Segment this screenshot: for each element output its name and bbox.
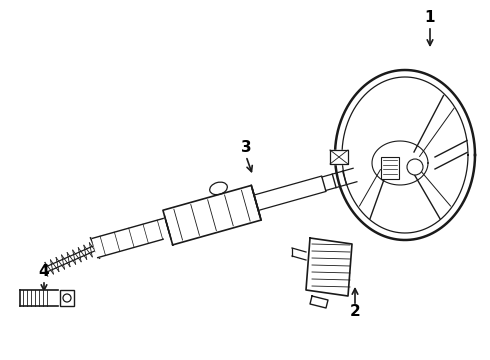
Circle shape [407, 159, 423, 175]
Polygon shape [330, 150, 348, 164]
Polygon shape [254, 176, 326, 211]
Text: 4: 4 [39, 265, 49, 279]
Polygon shape [163, 185, 261, 245]
Text: 2: 2 [350, 305, 360, 320]
Polygon shape [92, 237, 109, 255]
Polygon shape [310, 296, 328, 308]
Polygon shape [20, 290, 58, 306]
Ellipse shape [342, 77, 468, 233]
Text: 3: 3 [241, 140, 251, 156]
Bar [60, 290, 74, 306]
Polygon shape [165, 216, 171, 360]
Bar [381, 157, 399, 179]
Polygon shape [306, 238, 352, 296]
Circle shape [63, 294, 71, 302]
Ellipse shape [210, 182, 227, 195]
Ellipse shape [372, 141, 428, 185]
Text: 1: 1 [425, 10, 435, 26]
Polygon shape [92, 203, 222, 258]
